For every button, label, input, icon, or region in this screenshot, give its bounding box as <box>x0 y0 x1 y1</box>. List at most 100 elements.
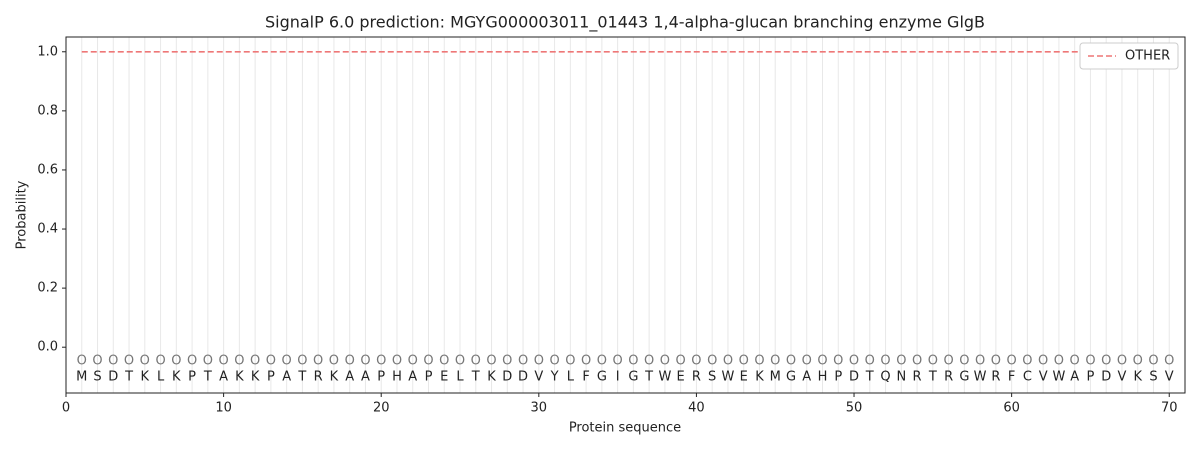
region-label: O <box>770 354 780 369</box>
region-label: O <box>77 354 87 369</box>
y-tick-label: 0.4 <box>37 222 58 237</box>
residue-label: N <box>896 370 906 385</box>
residue-label: L <box>567 370 575 385</box>
region-label: O <box>329 354 339 369</box>
residue-label: V <box>534 370 543 385</box>
region-label: O <box>1054 354 1064 369</box>
residue-label: P <box>188 370 196 385</box>
residue-label: L <box>456 370 464 385</box>
x-tick-label: 70 <box>1161 401 1178 416</box>
region-label: O <box>644 354 654 369</box>
residue-label: D <box>502 370 512 385</box>
x-tick-label: 20 <box>373 401 390 416</box>
region-label: O <box>628 354 638 369</box>
region-label: O <box>1133 354 1143 369</box>
region-label: O <box>912 354 922 369</box>
region-label: O <box>203 354 213 369</box>
chart-title: SignalP 6.0 prediction: MGYG000003011_01… <box>265 13 985 33</box>
residue-label: C <box>1023 370 1032 385</box>
y-tick-label: 0.6 <box>37 162 58 177</box>
y-axis-label: Probability <box>15 180 30 249</box>
region-label: O <box>1007 354 1017 369</box>
region-label: O <box>155 354 165 369</box>
residue-label: T <box>203 370 212 385</box>
region-label: O <box>455 354 465 369</box>
region-label: O <box>817 354 827 369</box>
residue-label: W <box>658 370 671 385</box>
region-label: O <box>360 354 370 369</box>
y-tick-label: 0.0 <box>37 340 58 355</box>
residue-label: R <box>913 370 922 385</box>
region-label: O <box>297 354 307 369</box>
residue-label: S <box>1149 370 1157 385</box>
residue-label: W <box>974 370 987 385</box>
region-label: O <box>108 354 118 369</box>
residue-label: T <box>124 370 133 385</box>
region-label: O <box>250 354 260 369</box>
residue-label: A <box>345 370 354 385</box>
residue-label: A <box>361 370 370 385</box>
residue-label: D <box>518 370 528 385</box>
residue-label: T <box>644 370 653 385</box>
region-label: O <box>802 354 812 369</box>
region-label: O <box>833 354 843 369</box>
residue-label: V <box>1118 370 1127 385</box>
region-label: O <box>1164 354 1174 369</box>
region-label: O <box>928 354 938 369</box>
residue-label: P <box>377 370 385 385</box>
x-tick-label: 60 <box>1003 401 1020 416</box>
region-label: O <box>486 354 496 369</box>
region-label: O <box>376 354 386 369</box>
region-label: O <box>1070 354 1080 369</box>
region-label: O <box>92 354 102 369</box>
residue-label: E <box>740 370 748 385</box>
residue-label: T <box>865 370 874 385</box>
residue-label: E <box>440 370 448 385</box>
region-label: O <box>880 354 890 369</box>
residue-label: Y <box>550 370 559 385</box>
region-label: O <box>266 354 276 369</box>
region-label: O <box>723 354 733 369</box>
x-tick-label: 40 <box>688 401 705 416</box>
residue-label: K <box>1133 370 1142 385</box>
plot-frame <box>65 36 1186 394</box>
region-label: O <box>613 354 623 369</box>
region-label: O <box>1038 354 1048 369</box>
region-label: O <box>187 354 197 369</box>
residue-label: G <box>597 370 607 385</box>
region-label: O <box>408 354 418 369</box>
residue-label: G <box>628 370 638 385</box>
residue-label: P <box>425 370 433 385</box>
region-label: O <box>1022 354 1032 369</box>
region-label: O <box>991 354 1001 369</box>
x-tick-label: 30 <box>531 401 548 416</box>
region-label: O <box>691 354 701 369</box>
residue-label: G <box>786 370 796 385</box>
region-label: O <box>975 354 985 369</box>
region-label: O <box>1085 354 1095 369</box>
x-axis-label: Protein sequence <box>569 421 681 436</box>
residue-label: H <box>818 370 828 385</box>
region-label: O <box>865 354 875 369</box>
residue-label: R <box>944 370 953 385</box>
residue-label: A <box>408 370 417 385</box>
region-label: O <box>943 354 953 369</box>
residue-label: H <box>392 370 402 385</box>
region-label: O <box>439 354 449 369</box>
residue-label: S <box>93 370 101 385</box>
region-label: O <box>849 354 859 369</box>
region-label: O <box>1148 354 1158 369</box>
region-label: O <box>786 354 796 369</box>
y-tick-label: 0.8 <box>37 103 58 118</box>
x-tick-label: 50 <box>846 401 863 416</box>
residue-label: A <box>282 370 291 385</box>
residue-label: V <box>1039 370 1048 385</box>
residue-label: I <box>616 370 620 385</box>
residue-label: R <box>991 370 1000 385</box>
region-label: O <box>124 354 134 369</box>
residue-label: T <box>297 370 306 385</box>
region-label: O <box>534 354 544 369</box>
residue-label: K <box>235 370 244 385</box>
residue-label: F <box>1008 370 1015 385</box>
